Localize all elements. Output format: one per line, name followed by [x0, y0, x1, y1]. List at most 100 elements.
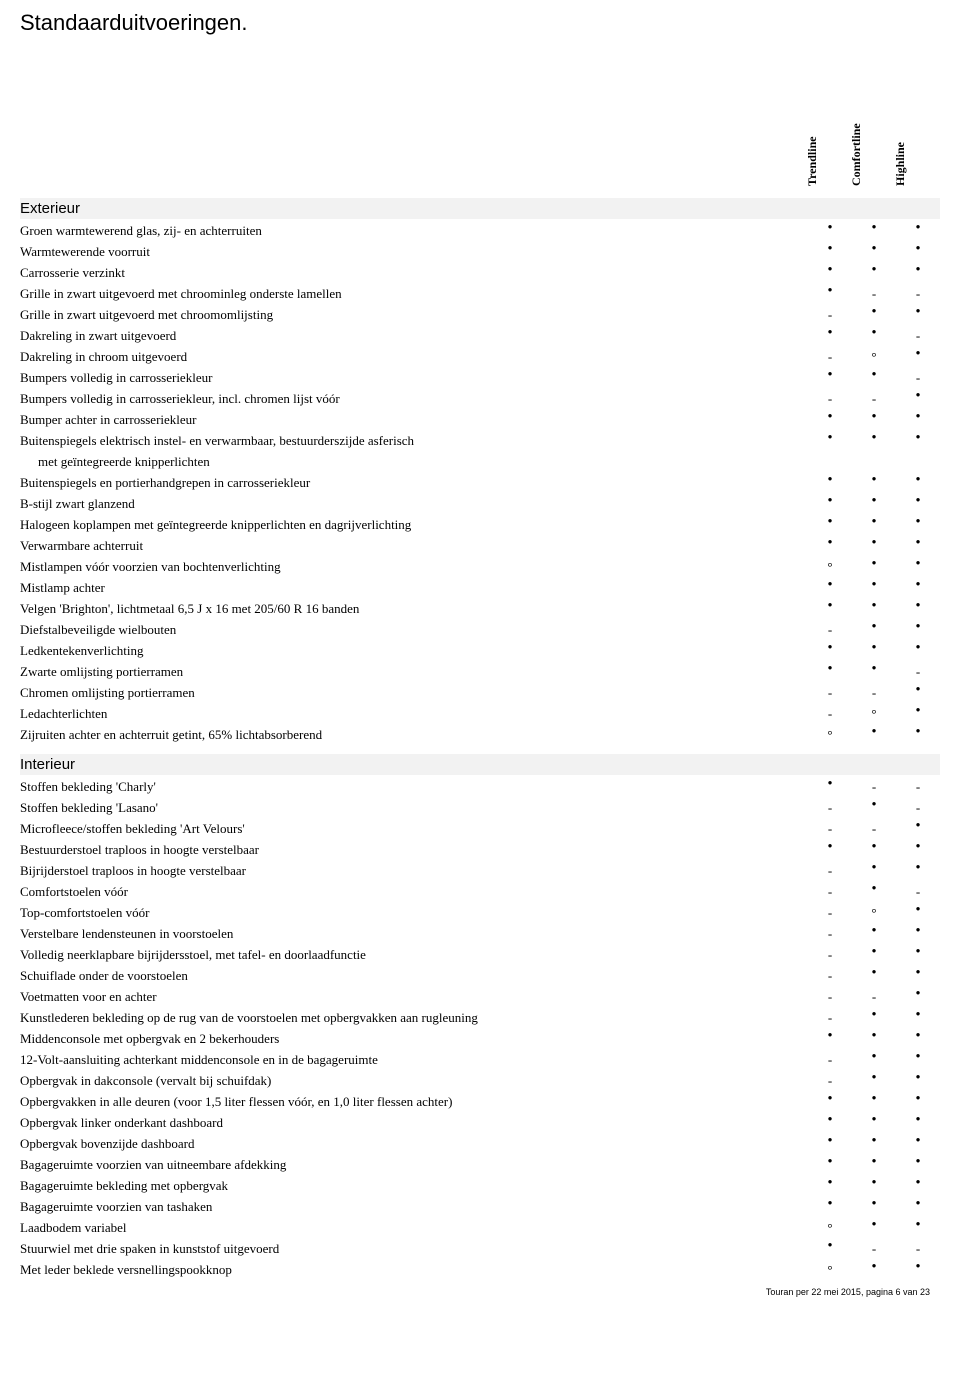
mark-cell: °	[852, 903, 896, 924]
mark-cell: -	[852, 284, 896, 305]
feature-label: Groen warmtewerend glas, zij- en achterr…	[20, 221, 808, 242]
mark-cell: ●	[852, 1092, 896, 1105]
mark-cell: -	[896, 777, 940, 798]
feature-row: Grille in zwart uitgevoerd met chroominl…	[20, 284, 940, 305]
feature-label: Bumper achter in carrosseriekleur	[20, 410, 808, 431]
mark-cell: ●	[852, 1008, 896, 1021]
feature-label: B-stijl zwart glanzend	[20, 494, 808, 515]
feature-label: Opbergvak bovenzijde dashboard	[20, 1134, 808, 1155]
feature-label: Zwarte omlijsting portierramen	[20, 662, 808, 683]
mark-cell: °	[808, 557, 852, 578]
feature-row: Mistlampen vóór voorzien van bochtenverl…	[20, 557, 940, 578]
mark-cell: ●	[852, 1113, 896, 1126]
mark-cell: ●	[896, 924, 940, 937]
mark-cell: ●	[808, 641, 852, 654]
feature-label: Dakreling in zwart uitgevoerd	[20, 326, 808, 347]
feature-label: Ledkentekenverlichting	[20, 641, 808, 662]
mark-cell: ●	[896, 1029, 940, 1042]
feature-label: Warmtewerende voorruit	[20, 242, 808, 263]
feature-label: Middenconsole met opbergvak en 2 bekerho…	[20, 1029, 808, 1050]
feature-label: Verwarmbare achterruit	[20, 536, 808, 557]
feature-label: Bagageruimte voorzien van tashaken	[20, 1197, 808, 1218]
feature-row: Mistlamp achter●●●	[20, 578, 940, 599]
feature-row: Laadbodem variabel°●●	[20, 1218, 940, 1239]
feature-row: Bestuurderstoel traploos in hoogte verst…	[20, 840, 940, 861]
feature-row: Dakreling in zwart uitgevoerd●●-	[20, 326, 940, 347]
mark-cell: ●	[896, 263, 940, 276]
mark-cell: ●	[852, 326, 896, 339]
feature-label: Verstelbare lendensteunen in voorstoelen	[20, 924, 808, 945]
mark-cell: ●	[808, 1134, 852, 1147]
mark-cell: °	[852, 704, 896, 725]
mark-cell: ●	[808, 777, 852, 790]
mark-cell: -	[808, 861, 852, 882]
feature-label: Comfortstoelen vóór	[20, 882, 808, 903]
mark-cell: ●	[896, 1197, 940, 1210]
feature-label: Voetmatten voor en achter	[20, 987, 808, 1008]
mark-cell: -	[808, 1071, 852, 1092]
mark-cell: ●	[852, 599, 896, 612]
mark-cell: -	[808, 924, 852, 945]
feature-row: Top-comfortstoelen vóór-°●	[20, 903, 940, 924]
mark-cell: -	[852, 819, 896, 840]
mark-cell: ●	[808, 578, 852, 591]
feature-row: Buitenspiegels en portierhandgrepen in c…	[20, 473, 940, 494]
mark-cell: -	[808, 819, 852, 840]
mark-cell: ●	[852, 966, 896, 979]
mark-cell: ●	[852, 221, 896, 234]
feature-label: Zijruiten achter en achterruit getint, 6…	[20, 725, 808, 746]
mark-cell: -	[808, 1008, 852, 1029]
mark-cell: ●	[808, 263, 852, 276]
mark-cell: -	[852, 777, 896, 798]
mark-cell: -	[808, 305, 852, 326]
mark-cell: ●	[852, 945, 896, 958]
trim-header-trendline: Trendline	[798, 116, 842, 186]
mark-cell: -	[808, 966, 852, 987]
mark-cell: -	[808, 389, 852, 410]
mark-cell: -	[852, 1239, 896, 1260]
section-header: Interieur	[20, 754, 940, 775]
mark-cell: -	[896, 662, 940, 683]
feature-row: Chromen omlijsting portierramen--●	[20, 683, 940, 704]
mark-cell: -	[808, 882, 852, 903]
mark-cell: ●	[808, 662, 852, 675]
feature-row: Halogeen koplampen met geïntegreerde kni…	[20, 515, 940, 536]
mark-cell: ●	[808, 1176, 852, 1189]
feature-label: Carrosserie verzinkt	[20, 263, 808, 284]
mark-cell: ●	[852, 368, 896, 381]
mark-cell: ●	[896, 305, 940, 318]
feature-label: Buitenspiegels en portierhandgrepen in c…	[20, 473, 808, 494]
mark-cell: -	[808, 683, 852, 704]
mark-cell: ●	[896, 620, 940, 633]
trim-header-highline: Highline	[886, 116, 930, 186]
mark-cell: ●	[896, 1050, 940, 1063]
mark-cell: ●	[808, 326, 852, 339]
mark-cell: ●	[808, 431, 852, 444]
mark-cell: ●	[852, 515, 896, 528]
feature-row: Schuiflade onder de voorstoelen-●●	[20, 966, 940, 987]
feature-row: Bumpers volledig in carrosseriekleur, in…	[20, 389, 940, 410]
mark-cell: ●	[852, 1029, 896, 1042]
feature-row: Verstelbare lendensteunen in voorstoelen…	[20, 924, 940, 945]
mark-cell: ●	[852, 1071, 896, 1084]
mark-cell: -	[808, 798, 852, 819]
feature-label: Dakreling in chroom uitgevoerd	[20, 347, 808, 368]
mark-cell: ●	[852, 473, 896, 486]
mark-cell: -	[852, 683, 896, 704]
mark-cell: ●	[808, 840, 852, 853]
mark-cell: ●	[852, 798, 896, 811]
mark-cell: ●	[852, 1197, 896, 1210]
feature-row: Velgen 'Brighton', lichtmetaal 6,5 J x 1…	[20, 599, 940, 620]
feature-row: Zijruiten achter en achterruit getint, 6…	[20, 725, 940, 746]
mark-cell: ●	[808, 242, 852, 255]
feature-row: Verwarmbare achterruit●●●	[20, 536, 940, 557]
feature-label: Microfleece/stoffen bekleding 'Art Velou…	[20, 819, 808, 840]
mark-cell: ●	[896, 641, 940, 654]
feature-row: Bijrijderstoel traploos in hoogte verste…	[20, 861, 940, 882]
mark-cell: ●	[852, 861, 896, 874]
feature-label: Stoffen bekleding 'Lasano'	[20, 798, 808, 819]
mark-cell: ●	[852, 662, 896, 675]
feature-label: Ledachterlichten	[20, 704, 808, 725]
mark-cell: ●	[896, 1155, 940, 1168]
feature-row: Comfortstoelen vóór-●-	[20, 882, 940, 903]
